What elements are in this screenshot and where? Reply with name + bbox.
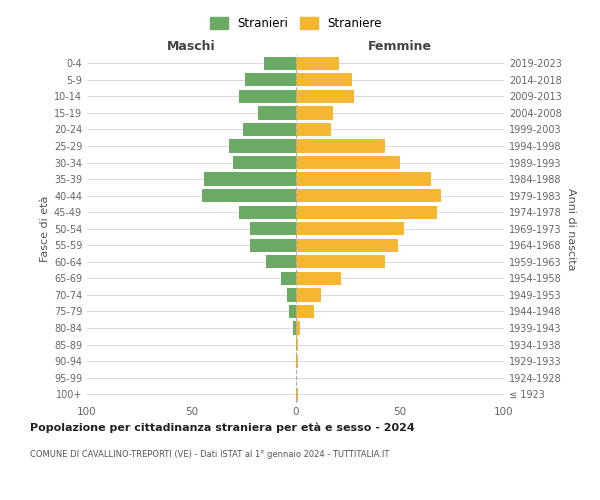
Bar <box>296 322 299 334</box>
Bar <box>244 123 296 136</box>
Bar <box>264 56 296 70</box>
Bar <box>296 222 404 235</box>
Bar <box>239 90 296 103</box>
Bar <box>296 90 354 103</box>
Bar <box>296 73 352 86</box>
Text: Femmine: Femmine <box>368 40 432 52</box>
Text: COMUNE DI CAVALLINO-TREPORTI (VE) - Dati ISTAT al 1° gennaio 2024 - TUTTITALIA.I: COMUNE DI CAVALLINO-TREPORTI (VE) - Dati… <box>30 450 389 459</box>
Bar <box>233 156 296 169</box>
Bar <box>296 172 431 186</box>
Bar <box>296 123 331 136</box>
Bar <box>296 106 333 120</box>
Bar <box>229 140 296 152</box>
Bar <box>296 305 314 318</box>
Bar <box>296 288 320 302</box>
Bar <box>296 206 437 219</box>
Bar <box>204 172 296 186</box>
Bar <box>293 322 296 334</box>
Bar <box>296 156 400 169</box>
Bar <box>287 288 296 302</box>
Y-axis label: Fasce di età: Fasce di età <box>40 196 50 262</box>
Y-axis label: Anni di nascita: Anni di nascita <box>566 188 576 270</box>
Bar <box>202 189 296 202</box>
Bar <box>296 255 385 268</box>
Bar <box>250 222 296 235</box>
Bar <box>250 238 296 252</box>
Bar <box>258 106 296 120</box>
Bar <box>296 354 298 368</box>
Legend: Stranieri, Straniere: Stranieri, Straniere <box>206 14 385 34</box>
Bar <box>289 305 296 318</box>
Text: Popolazione per cittadinanza straniera per età e sesso - 2024: Popolazione per cittadinanza straniera p… <box>30 422 415 433</box>
Bar <box>266 255 296 268</box>
Bar <box>281 272 296 285</box>
Bar <box>296 388 298 401</box>
Bar <box>296 238 398 252</box>
Bar <box>239 206 296 219</box>
Bar <box>296 140 385 152</box>
Bar <box>296 189 442 202</box>
Bar <box>296 272 341 285</box>
Bar <box>245 73 296 86</box>
Bar <box>296 56 339 70</box>
Text: Maschi: Maschi <box>167 40 215 52</box>
Bar <box>296 338 298 351</box>
